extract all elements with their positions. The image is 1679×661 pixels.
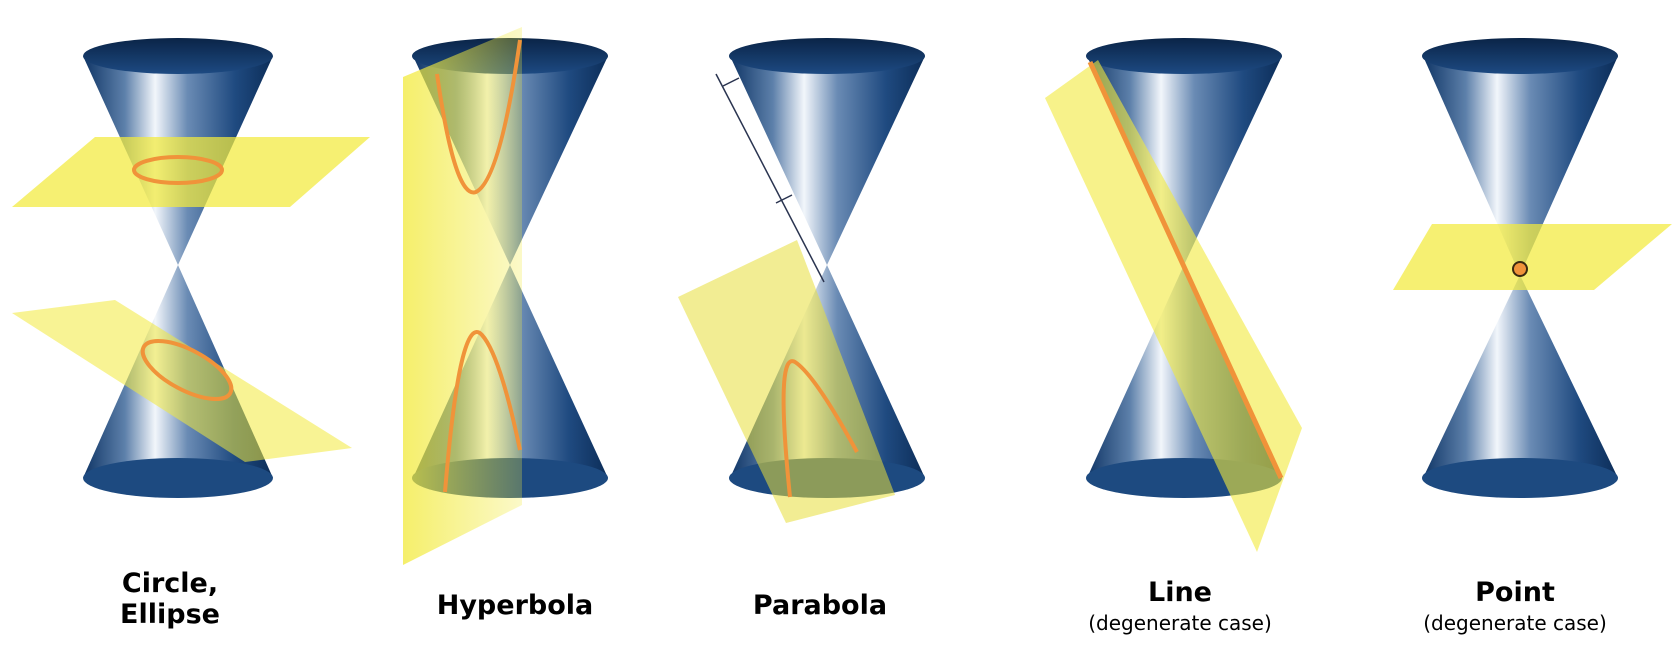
caption-title: Hyperbola	[436, 590, 594, 621]
line-curve	[1087, 60, 1284, 480]
caption-line: Line (degenerate case)	[1060, 577, 1300, 635]
circle-curve	[132, 155, 224, 185]
panel-parabola	[678, 38, 925, 523]
double-cone	[1422, 38, 1618, 498]
panel-point	[1393, 38, 1672, 498]
hyperbola-upper-branch	[435, 39, 522, 195]
caption-title: Line	[1148, 577, 1212, 608]
panel-circle-ellipse	[12, 38, 370, 498]
caption-circle-ellipse: Circle, Ellipse	[90, 568, 250, 630]
parabola-curve	[781, 359, 859, 498]
cutting-plane-through-apex	[1045, 60, 1302, 552]
panel-hyperbola	[403, 27, 608, 565]
parallel-guide-line	[715, 73, 825, 283]
caption-hyperbola: Hyperbola	[415, 590, 615, 621]
point-marker	[1512, 261, 1528, 277]
cutting-plane-vertical	[403, 27, 522, 565]
hyperbola-lower-branch	[443, 330, 522, 493]
panel-line	[1045, 38, 1302, 552]
cutting-plane-horizontal	[12, 137, 370, 207]
caption-subtitle: (degenerate case)	[1088, 611, 1272, 636]
cutting-plane-tilted	[12, 300, 352, 462]
caption-title: Point	[1475, 577, 1555, 608]
cutting-plane-through-apex	[1393, 224, 1672, 290]
caption-parabola: Parabola	[735, 590, 905, 621]
caption-title-line2: Ellipse	[120, 599, 220, 631]
caption-title: Circle,	[121, 568, 219, 599]
caption-title: Parabola	[752, 590, 888, 621]
caption-point: Point (degenerate case)	[1395, 577, 1635, 635]
cutting-plane-slanted	[678, 240, 895, 523]
caption-subtitle: (degenerate case)	[1423, 611, 1607, 636]
ellipse-curve	[140, 338, 234, 402]
